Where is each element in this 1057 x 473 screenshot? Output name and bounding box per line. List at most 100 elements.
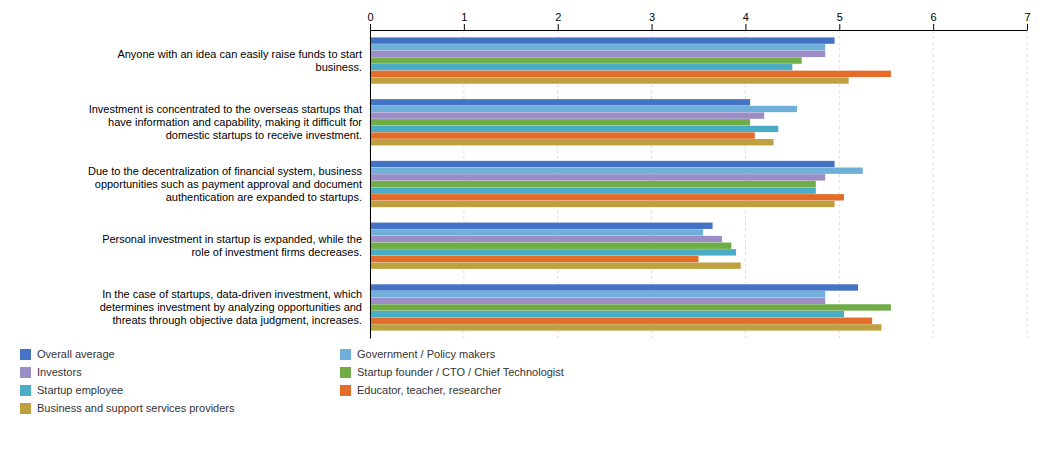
bar — [370, 262, 741, 268]
bar — [370, 249, 736, 255]
x-tick-mark — [839, 24, 840, 30]
bar — [370, 318, 872, 324]
x-tick-label: 2 — [555, 11, 561, 23]
x-axis-line — [371, 30, 1028, 31]
x-tick-mark — [558, 24, 559, 30]
x-tick-label: 1 — [461, 11, 467, 23]
legend: Overall average Government / Policy maker… — [20, 348, 564, 414]
legend-swatch — [20, 367, 31, 378]
bar — [370, 64, 792, 70]
x-axis: 0 1 2 3 4 5 6 7 — [367, 11, 1030, 31]
bar — [370, 37, 835, 43]
y-axis-line — [370, 31, 371, 339]
bar — [370, 112, 764, 118]
bar — [370, 187, 816, 193]
bar — [370, 311, 844, 317]
bar — [370, 57, 802, 63]
legend-item: Business and support services providers — [20, 402, 235, 414]
bar-series — [370, 57, 891, 310]
bar — [370, 139, 774, 145]
y-tick-label: Anyone with an idea can easily raise fun… — [117, 48, 362, 73]
bar — [370, 284, 858, 290]
x-tick-mark — [933, 24, 934, 30]
bar-series — [370, 44, 863, 297]
x-tick: 2 — [555, 11, 561, 30]
grid-line — [1027, 30, 1028, 338]
bar-series — [370, 71, 891, 324]
x-tick: 7 — [1024, 11, 1030, 30]
x-tick-mark — [652, 24, 653, 30]
x-tick: 4 — [743, 11, 749, 30]
legend-label: Government / Policy makers — [357, 348, 496, 360]
legend-label: Business and support services providers — [37, 402, 235, 414]
x-tick: 1 — [461, 11, 467, 30]
bar — [370, 106, 797, 112]
y-tick-label: Investment is concentrated to the overse… — [89, 103, 363, 141]
bar — [370, 229, 703, 235]
plot: 0 1 2 3 4 5 6 7 Anyone with an idea can easily r… — [88, 11, 1031, 339]
x-tick: 3 — [649, 11, 655, 30]
bar-series — [370, 64, 844, 317]
bar — [370, 119, 750, 125]
bar — [370, 223, 713, 229]
grid — [370, 30, 1027, 338]
bar — [370, 99, 750, 105]
x-tick-label: 3 — [649, 11, 655, 23]
x-tick: 6 — [931, 11, 937, 30]
bar — [370, 161, 835, 167]
legend-swatch — [340, 385, 351, 396]
bar — [370, 291, 825, 297]
grid-line — [933, 30, 934, 338]
bar — [370, 201, 835, 207]
grid-line — [370, 30, 371, 338]
legend-swatch — [340, 367, 351, 378]
legend-item: Startup founder / CTO / Chief Technologi… — [340, 366, 564, 378]
x-tick-label: 5 — [837, 11, 843, 23]
bar — [370, 168, 863, 174]
y-tick: Due to the decentralization of financial… — [88, 165, 370, 203]
legend-item: Government / Policy makers — [340, 348, 496, 360]
x-tick-mark — [1027, 24, 1028, 30]
x-tick-label: 7 — [1024, 11, 1030, 23]
bar — [370, 174, 825, 180]
x-tick: 0 — [367, 11, 373, 30]
bar — [370, 243, 731, 249]
x-tick-mark — [370, 24, 371, 30]
bar-series — [370, 51, 825, 304]
bar — [370, 44, 825, 50]
y-axis: Anyone with an idea can easily raise fun… — [88, 31, 370, 339]
chart: 0 1 2 3 4 5 6 7 Anyone with an idea can easily r… — [0, 0, 1057, 473]
legend-label: Overall average — [37, 348, 115, 360]
bar — [370, 304, 891, 310]
legend-item: Educator, teacher, researcher — [340, 384, 502, 396]
y-tick-label: Personal investment in startup is expand… — [102, 233, 362, 258]
x-tick-mark — [745, 24, 746, 30]
x-tick: 5 — [837, 11, 843, 30]
legend-swatch — [20, 349, 31, 360]
bar — [370, 132, 755, 138]
x-tick-label: 6 — [931, 11, 937, 23]
bar — [370, 194, 844, 200]
bar — [370, 181, 816, 187]
bar — [370, 77, 849, 83]
y-tick: Anyone with an idea can easily raise fun… — [117, 48, 370, 73]
legend-label: Startup founder / CTO / Chief Technologi… — [357, 366, 564, 378]
x-tick-label: 4 — [743, 11, 749, 23]
x-tick-mark — [464, 24, 465, 30]
bar — [370, 51, 825, 57]
bar-series — [370, 77, 882, 330]
y-tick: Personal investment in startup is expand… — [102, 233, 370, 258]
x-tick-label: 0 — [367, 11, 373, 23]
legend-label: Investors — [37, 366, 82, 378]
bar — [370, 324, 882, 330]
legend-label: Educator, teacher, researcher — [357, 384, 502, 396]
bar — [370, 71, 891, 77]
bar — [370, 298, 825, 304]
y-tick-label: In the case of startups, data-driven inv… — [100, 288, 362, 326]
y-tick: Investment is concentrated to the overse… — [89, 103, 370, 141]
bar — [370, 236, 722, 242]
legend-label: Startup employee — [37, 384, 123, 396]
bars — [370, 37, 891, 330]
bar — [370, 256, 699, 262]
y-tick-label: Due to the decentralization of financial… — [88, 165, 362, 203]
